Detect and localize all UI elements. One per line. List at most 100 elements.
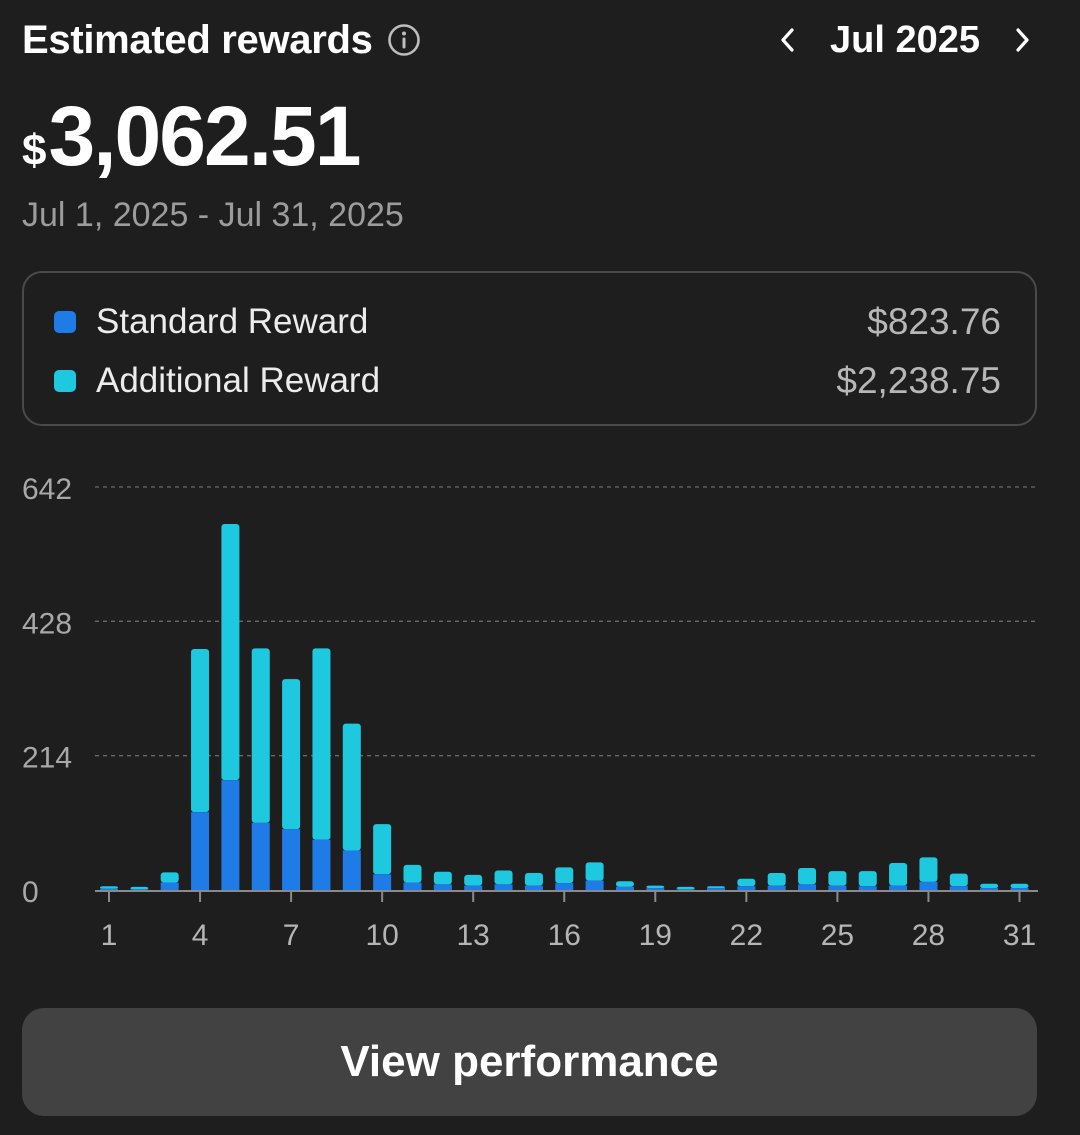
bar-standard-reward [737,886,756,890]
y-tick-label: 0 [22,876,39,909]
y-tick-label: 428 [22,607,72,640]
bar-additional-reward [858,871,877,887]
bar-additional-reward [524,873,543,886]
bar-standard-reward [949,886,968,890]
bar-standard-reward [858,886,877,890]
bar-additional-reward [737,878,756,887]
bar-standard-reward [494,884,513,890]
bar-standard-reward [433,884,452,890]
bar-additional-reward [615,881,634,887]
bar-additional-reward [100,886,118,889]
bar-additional-reward [798,868,817,885]
bar-standard-reward [403,882,422,890]
bar-additional-reward [767,873,786,886]
bar-additional-reward [889,863,908,886]
bar-additional-reward [464,874,483,886]
bar-additional-reward [707,886,725,889]
bar-standard-reward [798,884,817,890]
x-tick-label: 16 [548,919,581,952]
bar-additional-reward [555,867,574,884]
legend-row-standard: Standard Reward $823.76 [54,297,1001,347]
x-tick-label: 25 [821,919,854,952]
bar-standard-reward [889,885,908,890]
x-tick-label: 1 [101,919,118,952]
month-label: Jul 2025 [830,18,980,61]
chevron-left-icon[interactable] [766,18,810,62]
bar-additional-reward [160,872,179,883]
bar-standard-reward [676,889,695,890]
bar-additional-reward [494,870,513,885]
total-amount: $ 3,062.51 [22,88,361,185]
bar-standard-reward [373,874,392,890]
rewards-bar-chart: 0 214 428 642 1 4 7 10 13 16 19 22 25 28 31 [22,473,1038,952]
standard-swatch [54,311,76,333]
bar-additional-reward [433,871,452,885]
bar-additional-reward [342,723,361,851]
bar-additional-reward [949,873,968,887]
bar-additional-reward [676,886,695,890]
x-tick-label: 28 [912,919,945,952]
amount-value: 3,062.51 [48,89,361,183]
bar-standard-reward [342,850,361,890]
bar-additional-reward [646,885,665,889]
y-tick-label: 642 [22,473,72,506]
legend-value: $823.76 [867,301,1001,342]
bar-additional-reward [980,883,999,889]
bar-standard-reward [251,822,270,890]
bar-additional-reward [130,886,149,890]
page-title: Estimated rewards [22,17,373,62]
bar-additional-reward [191,648,210,813]
bar-standard-reward [767,885,786,890]
bar-additional-reward [221,524,240,781]
bar-standard-reward [707,888,725,890]
bar-additional-reward [919,857,938,882]
bar-standard-reward [980,888,999,890]
bar-additional-reward [828,871,847,886]
info-icon[interactable] [387,23,421,57]
legend-value: $2,238.75 [836,360,1001,401]
bar-standard-reward [615,886,634,890]
y-tick-label: 214 [22,742,72,775]
bar-additional-reward [403,864,422,883]
x-tick-label: 10 [365,919,398,952]
header: Estimated rewards Jul 2025 [22,14,1044,66]
x-tick-label: 31 [1003,919,1036,952]
bar-standard-reward [585,880,604,890]
bar-standard-reward [312,839,331,890]
bar-standard-reward [828,885,847,890]
view-performance-button[interactable]: View performance [22,1008,1037,1116]
bar-standard-reward [160,882,179,890]
x-tick-label: 19 [639,919,672,952]
legend-row-additional: Additional Reward $2,238.75 [54,356,1001,406]
bar-additional-reward [373,824,392,875]
bar-standard-reward [555,883,574,890]
month-selector: Jul 2025 [766,18,1044,62]
bar-standard-reward [130,889,149,890]
bar-standard-reward [464,885,483,890]
bar-standard-reward [221,780,240,890]
legend-label: Standard Reward [96,302,369,341]
bar-additional-reward [282,679,301,830]
reward-legend: Standard Reward $823.76 Additional Rewar… [22,271,1037,426]
x-tick-label: 22 [730,919,763,952]
chevron-right-icon[interactable] [1000,18,1044,62]
currency-symbol: $ [22,126,47,175]
legend-label: Additional Reward [96,361,381,400]
additional-swatch [54,370,76,392]
bar-additional-reward [585,862,604,881]
bar-additional-reward [251,648,270,823]
bar-standard-reward [646,888,665,890]
bar-standard-reward [282,829,301,890]
rewards-chart: 0 214 428 642 1 4 7 10 13 16 19 22 25 28 31 [0,455,1080,975]
x-tick-label: 4 [192,919,209,952]
bar-additional-reward [312,648,331,840]
bar-additional-reward [1010,883,1029,889]
bar-standard-reward [100,888,118,890]
x-tick-label: 13 [457,919,490,952]
bar-standard-reward [191,812,210,890]
x-tick-label: 7 [283,919,300,952]
date-range: Jul 1, 2025 - Jul 31, 2025 [22,196,404,234]
bar-standard-reward [919,881,938,890]
bar-standard-reward [524,885,543,890]
